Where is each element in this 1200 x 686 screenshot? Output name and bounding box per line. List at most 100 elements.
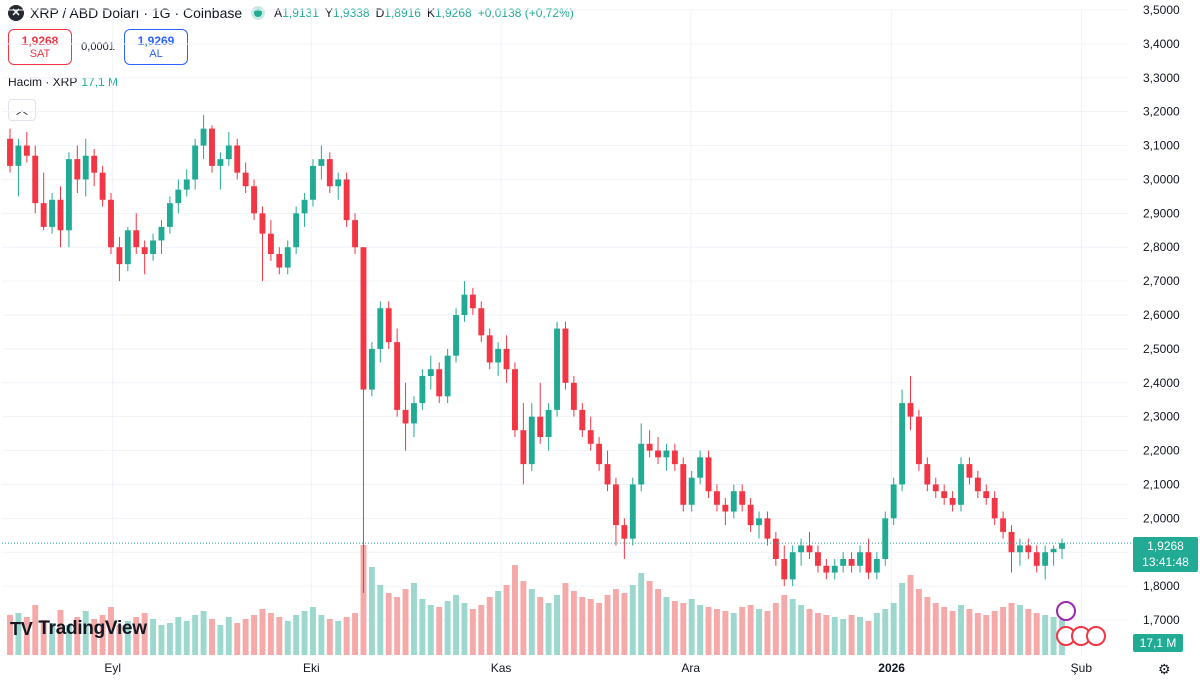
volume-bar	[562, 583, 569, 655]
candle-body	[469, 294, 476, 309]
event-marker-icon[interactable]	[1086, 626, 1106, 646]
candle-body	[907, 403, 914, 417]
volume-bar	[461, 603, 468, 655]
candle-body	[503, 348, 510, 370]
candle-body	[764, 518, 771, 539]
candle-body	[915, 416, 922, 465]
candle-body	[899, 403, 906, 485]
candle-body	[1016, 545, 1023, 553]
volume-bar	[65, 625, 72, 655]
candle-body	[1050, 548, 1057, 553]
candle-body	[932, 484, 939, 492]
volume-bar	[276, 617, 283, 655]
y-tick-label: 3,0000	[1143, 172, 1180, 186]
volume-bar	[1000, 607, 1007, 655]
candle-body	[427, 369, 434, 376]
volume-bar	[7, 615, 13, 655]
candle-body	[402, 409, 409, 424]
volume-bar	[453, 595, 459, 655]
candle-body	[242, 172, 249, 187]
volume-bar	[116, 625, 123, 655]
candle-body	[74, 159, 81, 180]
buy-button[interactable]: 1,9269 AL	[124, 29, 188, 65]
symbol-title[interactable]: XRP / ABD Doları · 1G · Coinbase	[30, 5, 243, 21]
y-tick-label: 2,2000	[1143, 444, 1180, 458]
candle-body	[310, 165, 316, 200]
volume-bar	[772, 603, 779, 655]
candle-body	[360, 247, 367, 390]
candle-body	[368, 348, 375, 390]
gear-icon[interactable]: ⚙	[1158, 661, 1171, 677]
volume-bar	[99, 615, 106, 655]
volume-bar	[579, 597, 586, 655]
candle-body	[1033, 552, 1040, 566]
volume-bar	[284, 621, 291, 655]
candle-body	[158, 226, 165, 241]
candle-body	[7, 138, 13, 166]
candle-body	[32, 155, 39, 204]
y-tick-label: 2,9000	[1143, 206, 1180, 220]
candle-body	[234, 145, 241, 173]
volume-bar	[503, 585, 510, 655]
candle-body	[873, 559, 880, 573]
volume-bar	[705, 607, 712, 655]
volume-legend[interactable]: Hacim · XRP 17,1 M	[8, 75, 118, 89]
candle-body	[486, 335, 493, 363]
volume-bar	[469, 609, 476, 655]
event-marker-icon[interactable]	[1056, 601, 1076, 621]
candle-body	[57, 199, 64, 231]
candle-body	[335, 179, 342, 187]
xrp-logo-icon[interactable]: ✕	[8, 5, 24, 21]
candle-body	[814, 552, 821, 566]
volume-bar	[638, 573, 645, 655]
candle-body	[377, 308, 384, 349]
candle-body	[124, 230, 131, 265]
candle-body	[461, 294, 468, 315]
volume-bar	[646, 581, 653, 655]
candle-body	[554, 328, 560, 410]
y-tick-label: 2,7000	[1143, 274, 1180, 288]
candle-body	[545, 409, 552, 437]
candle-body	[629, 484, 636, 539]
volume-bar	[840, 619, 847, 655]
candle-body	[823, 565, 830, 573]
candle-body	[604, 464, 611, 485]
buy-price: 1,9269	[137, 34, 175, 48]
volume-legend-value: 17,1 M	[81, 75, 119, 89]
candle-body	[570, 382, 577, 410]
volume-bar	[326, 619, 333, 655]
candle-body	[713, 491, 720, 505]
last-price-tag: 1,9268 13:41:48	[1133, 537, 1198, 572]
candle-body	[1000, 518, 1007, 532]
volume-bar	[848, 615, 855, 655]
candle-body	[705, 457, 712, 492]
volume-bar	[932, 603, 939, 655]
candle-body	[166, 203, 173, 227]
volume-bar	[495, 591, 502, 655]
candle-body	[697, 457, 704, 478]
y-tick-label: 2,6000	[1143, 308, 1180, 322]
volume-bar	[697, 605, 704, 655]
candle-body	[655, 450, 661, 458]
volume-bar	[655, 589, 661, 655]
candle-body	[436, 369, 443, 397]
volume-bar	[747, 605, 754, 655]
collapse-legend-button[interactable]: ︿	[8, 99, 36, 121]
candle-body	[225, 145, 232, 160]
tradingview-logo[interactable]: TV TradingView	[10, 618, 147, 640]
candle-body	[562, 328, 569, 383]
sell-button[interactable]: 1,9268 SAT	[8, 29, 72, 65]
volume-bar	[688, 599, 695, 655]
y-tick-label: 2,3000	[1143, 410, 1180, 424]
volume-bar	[713, 609, 720, 655]
candle-body	[857, 552, 863, 566]
volume-bar	[764, 611, 771, 655]
candle-body	[411, 403, 417, 424]
volume-bar	[82, 611, 89, 655]
volume-bar	[890, 603, 897, 655]
candle-body	[301, 199, 308, 214]
volume-bar	[814, 613, 821, 655]
candle-body	[806, 545, 813, 553]
y-tick-label: 2,8000	[1143, 240, 1180, 254]
